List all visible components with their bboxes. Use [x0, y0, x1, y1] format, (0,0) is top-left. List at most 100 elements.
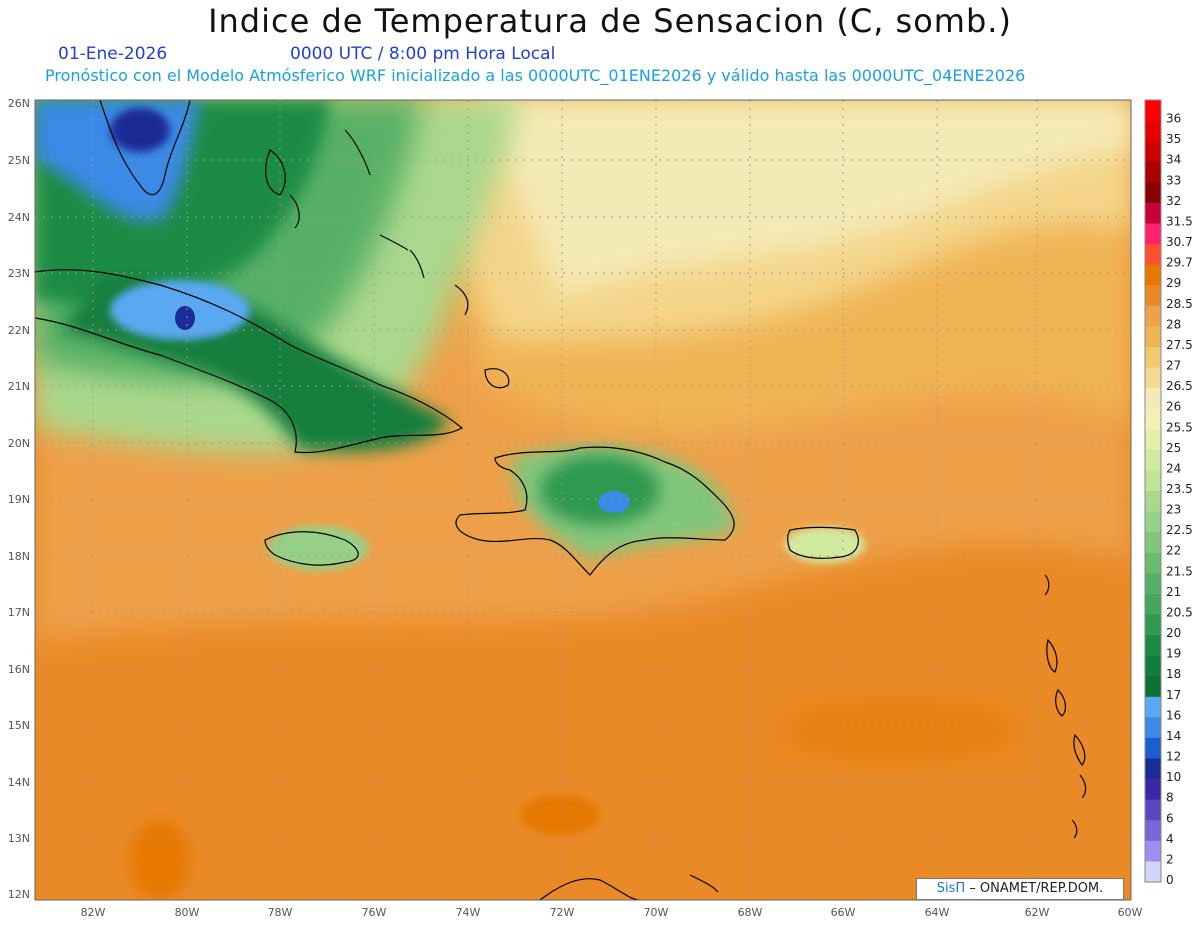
colorbar-swatch: [1145, 305, 1161, 327]
map-title: Indice de Temperatura de Sensacion (C, s…: [208, 2, 1012, 40]
map-frame: [34, 99, 1132, 901]
latitude-axis: 26N 25N 24N 23N 22N 21N 20N 19N 18N 17N …: [8, 97, 30, 901]
lon-label: 80W: [175, 906, 200, 919]
colorbar-swatch: [1145, 491, 1161, 513]
colorbar-frame: [1144, 99, 1162, 883]
colorbar-swatch: [1145, 264, 1161, 286]
colorbar-swatch: [1145, 326, 1161, 348]
lat-label: 14N: [8, 776, 30, 789]
colorbar-swatch: [1145, 161, 1161, 183]
colorbar-label: 33: [1166, 173, 1181, 187]
colorbar-label: 36: [1166, 112, 1181, 126]
colorbar-swatch: [1145, 100, 1161, 122]
lat-label: 26N: [8, 97, 30, 110]
coastlines: [35, 100, 1087, 900]
lon-label: 72W: [550, 906, 575, 919]
colorbar-swatch: [1145, 799, 1161, 821]
colorbar-swatch: [1145, 717, 1161, 739]
colorbar-label: 28: [1166, 317, 1181, 331]
longitude-axis: 82W 80W 78W 76W 74W 72W 70W 68W 66W 64W …: [81, 906, 1143, 919]
colorbar-swatch: [1145, 573, 1161, 595]
colorbar-label: 20.5: [1166, 605, 1193, 619]
colorbar-swatch: [1145, 141, 1161, 163]
colorbar-swatch: [1145, 635, 1161, 657]
colorbar-swatch: [1145, 676, 1161, 698]
colorbar-swatch: [1145, 511, 1161, 533]
colorbar-swatch: [1145, 532, 1161, 554]
colorbar-label: 30.7: [1166, 235, 1193, 249]
colorbar-label: 34: [1166, 153, 1181, 167]
lat-label: 19N: [8, 493, 30, 506]
colorbar-label: 12: [1166, 750, 1181, 764]
colorbar-swatch: [1145, 593, 1161, 616]
colorbar-swatch: [1145, 655, 1161, 677]
lat-label: 24N: [8, 211, 30, 224]
credit-text: – ONAMET/REP.DOM.: [969, 881, 1104, 896]
colorbar: 363534333231.530.729.72928.52827.52726.5…: [1144, 99, 1193, 887]
colorbar-swatch: [1145, 429, 1161, 451]
colorbar-label: 18: [1166, 667, 1181, 681]
lat-label: 17N: [8, 606, 30, 619]
colorbar-swatch: [1145, 408, 1161, 430]
colorbar-swatch: [1145, 820, 1161, 842]
lon-label: 70W: [644, 906, 669, 919]
colorbar-label: 27.5: [1166, 338, 1193, 352]
colorbar-label: 35: [1166, 132, 1181, 146]
colorbar-swatch: [1145, 614, 1161, 636]
colorbar-swatch: [1145, 346, 1161, 369]
lat-label: 20N: [8, 437, 30, 450]
lat-label: 21N: [8, 380, 30, 393]
colorbar-label: 17: [1166, 688, 1181, 702]
colorbar-label: 26.5: [1166, 379, 1193, 393]
lon-label: 76W: [362, 906, 387, 919]
colorbar-swatch: [1145, 779, 1161, 801]
colorbar-label: 24: [1166, 461, 1181, 475]
lat-label: 23N: [8, 267, 30, 280]
colorbar-swatch: [1145, 367, 1161, 389]
colorbar-label: 28.5: [1166, 297, 1193, 311]
colorbar-label: 26: [1166, 400, 1181, 414]
model-run-subtitle: Pronóstico con el Modelo Atmósferico WRF…: [45, 66, 1026, 85]
colorbar-label: 27: [1166, 359, 1181, 373]
lat-label: 25N: [8, 154, 30, 167]
colorbar-label: 8: [1166, 791, 1174, 805]
colorbar-label: 25.5: [1166, 420, 1193, 434]
lon-label: 78W: [268, 906, 293, 919]
colorbar-swatch: [1145, 449, 1161, 472]
colorbar-label: 16: [1166, 708, 1181, 722]
colorbar-label: 14: [1166, 729, 1181, 743]
lon-label: 66W: [831, 906, 856, 919]
lon-label: 74W: [456, 906, 481, 919]
colorbar-label: 25: [1166, 441, 1181, 455]
lat-label: 16N: [8, 663, 30, 676]
colorbar-label: 2: [1166, 852, 1174, 866]
colorbar-label: 19: [1166, 647, 1181, 661]
lon-label: 82W: [81, 906, 106, 919]
sis-logo-text: SisΠ: [936, 881, 966, 896]
credit-box: SisΠ – ONAMET/REP.DOM.: [916, 878, 1124, 900]
colorbar-label: 4: [1166, 832, 1174, 846]
lat-label: 13N: [8, 832, 30, 845]
colorbar-swatch: [1145, 696, 1161, 718]
forecast-date: 01-Ene-2026: [58, 44, 168, 64]
colorbar-label: 29: [1166, 276, 1181, 290]
lat-label: 18N: [8, 550, 30, 563]
colorbar-label: 23.5: [1166, 482, 1193, 496]
forecast-time: 0000 UTC / 8:00 pm Hora Local: [290, 44, 556, 64]
lat-label: 15N: [8, 719, 30, 732]
colorbar-swatch: [1145, 202, 1161, 225]
colorbar-swatch: [1145, 737, 1161, 760]
colorbar-label: 21: [1166, 585, 1181, 599]
colorbar-swatch: [1145, 840, 1161, 863]
colorbar-swatch: [1145, 182, 1161, 204]
lat-label: 12N: [8, 888, 30, 901]
lat-label: 22N: [8, 324, 30, 337]
colorbar-swatch: [1145, 552, 1161, 574]
lon-label: 62W: [1025, 906, 1050, 919]
colorbar-swatch: [1145, 244, 1161, 266]
temperature-field: [35, 100, 1131, 900]
colorbar-label: 6: [1166, 811, 1174, 825]
colorbar-swatch: [1145, 120, 1161, 142]
